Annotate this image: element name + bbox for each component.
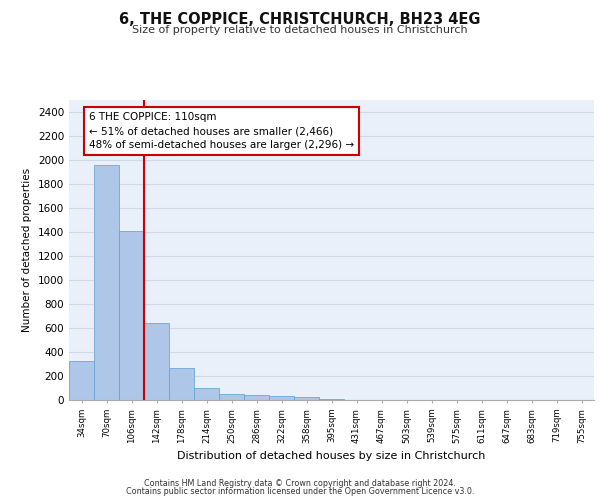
Bar — [94, 165, 119, 400]
Bar — [194, 388, 219, 400]
Bar — [244, 394, 269, 400]
Text: Contains public sector information licensed under the Open Government Licence v3: Contains public sector information licen… — [126, 487, 474, 496]
Text: Contains HM Land Registry data © Crown copyright and database right 2024.: Contains HM Land Registry data © Crown c… — [144, 478, 456, 488]
Bar — [169, 368, 194, 400]
X-axis label: Distribution of detached houses by size in Christchurch: Distribution of detached houses by size … — [178, 451, 485, 461]
Bar — [269, 396, 294, 400]
Y-axis label: Number of detached properties: Number of detached properties — [22, 168, 32, 332]
Bar — [119, 231, 144, 400]
Text: 6, THE COPPICE, CHRISTCHURCH, BH23 4EG: 6, THE COPPICE, CHRISTCHURCH, BH23 4EG — [119, 12, 481, 28]
Text: 6 THE COPPICE: 110sqm
← 51% of detached houses are smaller (2,466)
48% of semi-d: 6 THE COPPICE: 110sqm ← 51% of detached … — [89, 112, 354, 150]
Bar — [319, 399, 344, 400]
Text: Size of property relative to detached houses in Christchurch: Size of property relative to detached ho… — [132, 25, 468, 35]
Bar — [219, 394, 244, 400]
Bar — [69, 361, 94, 400]
Bar — [144, 322, 169, 400]
Bar — [294, 398, 319, 400]
